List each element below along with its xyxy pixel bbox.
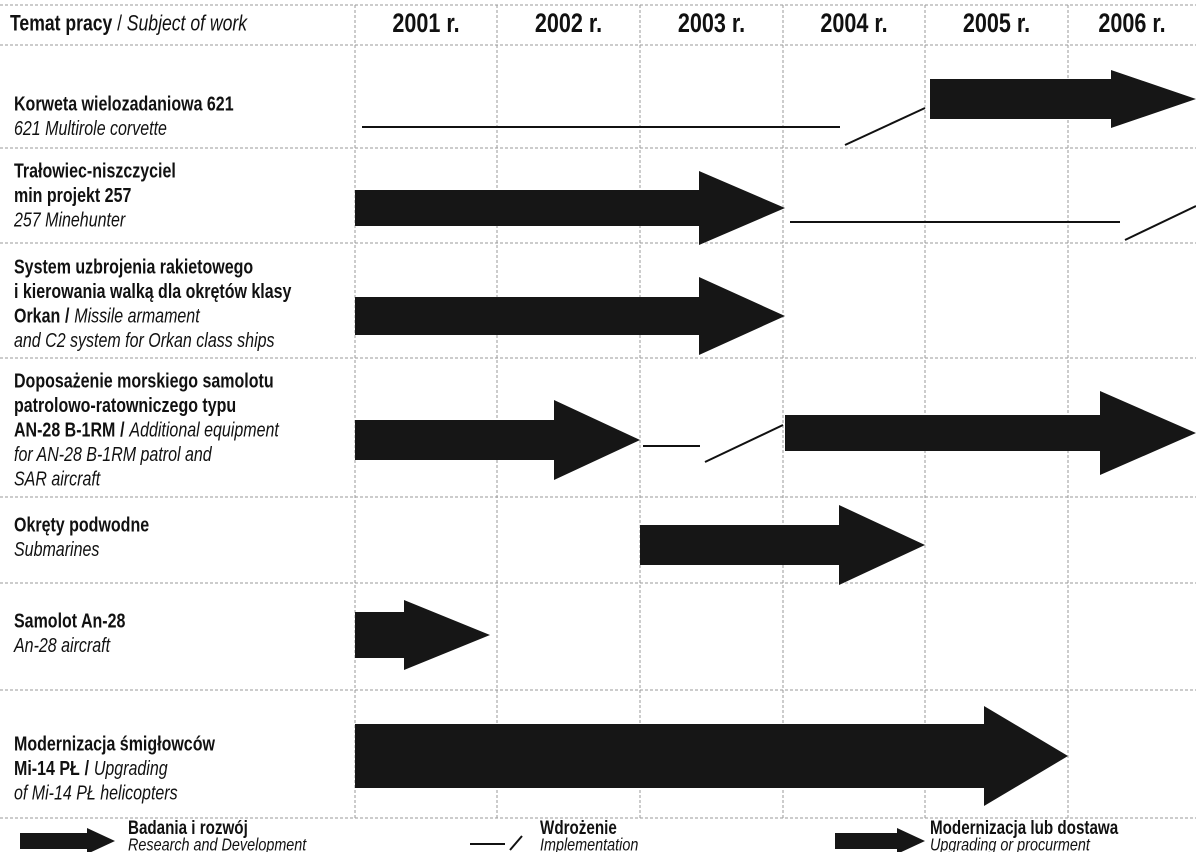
row-title-en: 621 Multirole corvette — [14, 117, 167, 139]
implementation-line — [704, 424, 784, 463]
year-label: 2005 r. — [963, 9, 1030, 39]
implementation-line — [1124, 205, 1196, 241]
row-title-line: of Mi-14 PŁ helicopters — [14, 782, 178, 804]
row-title-pl: i kierowania walką dla okrętów klasy — [14, 280, 291, 302]
row-title-line: Korweta wielozadaniowa 621 — [14, 93, 234, 115]
row-title-en: SAR aircraft — [14, 468, 101, 490]
row-title-line: Trałowiec-niszczyciel — [14, 160, 176, 182]
year: 2003 r. — [678, 9, 745, 39]
arrow — [355, 277, 785, 355]
row-title-line: Mi-14 PŁ / Upgrading — [14, 757, 168, 779]
row-title-en: Upgrading — [94, 757, 168, 779]
separator: / — [120, 419, 124, 441]
row-title-pl: patrolowo-ratowniczego typu — [14, 394, 236, 416]
row-title-line: System uzbrojenia rakietowego — [14, 256, 253, 278]
arrow — [930, 70, 1196, 128]
row-title-line: Samolot An-28 — [14, 610, 125, 632]
year: 2006 r. — [1098, 9, 1165, 39]
row-title-line: Okręty podwodne — [14, 514, 149, 536]
subject-pl: Temat pracy — [10, 12, 112, 36]
year: 2001 r. — [392, 9, 459, 39]
row-title-en: 257 Minehunter — [13, 209, 126, 231]
arrow — [355, 171, 785, 245]
year-label: 2001 r. — [392, 9, 459, 39]
legend-en: Implementation — [540, 835, 638, 852]
row-title-line: AN-28 B-1RM / Additional equipment — [14, 419, 280, 441]
separator: / — [65, 305, 69, 327]
arrow — [355, 706, 1068, 806]
row-title-line: Modernizacja śmigłowców — [14, 733, 216, 755]
row-title-line: 621 Multirole corvette — [14, 117, 167, 139]
row-label: Doposażenie morskiego samolotupatrolowo-… — [14, 370, 280, 490]
row-title-line: Orkan / Missile armament — [14, 305, 201, 327]
row-title-en: of Mi-14 PŁ helicopters — [14, 782, 178, 804]
row-title-pl: min projekt 257 — [14, 184, 131, 206]
year-label: 2003 r. — [678, 9, 745, 39]
row-title-pl: Samolot An-28 — [14, 610, 125, 632]
row-title-line: Submarines — [14, 538, 99, 560]
row-title-line: i kierowania walką dla okrętów klasy — [14, 280, 291, 302]
row-title-pl: Okręty podwodne — [14, 514, 149, 536]
row-title-line: min projekt 257 — [14, 184, 131, 206]
year-label: 2006 r. — [1098, 9, 1165, 39]
row-title-en: Submarines — [14, 538, 99, 560]
year-label: 2002 r. — [535, 9, 602, 39]
year: 2005 r. — [963, 9, 1030, 39]
row-title-en: for AN-28 B-1RM patrol and — [14, 443, 213, 465]
year-label: 2004 r. — [820, 9, 887, 39]
arrow — [20, 828, 115, 852]
arrow — [355, 600, 490, 670]
row-title-line: 257 Minehunter — [13, 209, 126, 231]
legend-en: Research and Development — [128, 835, 308, 852]
row-title-en: An-28 aircraft — [13, 634, 111, 656]
legend-en: Upgrading or procurment — [930, 835, 1091, 852]
header-subject-text: Temat pracy / Subject of work — [10, 12, 248, 36]
arrow — [355, 400, 640, 480]
year: 2004 r. — [820, 9, 887, 39]
implementation-line — [509, 835, 523, 851]
row-title-line: and C2 system for Orkan class ships — [14, 329, 275, 351]
row-title-line: Doposażenie morskiego samolotu — [14, 370, 274, 392]
row-title-pl: AN-28 B-1RM — [14, 419, 115, 441]
arrow — [640, 505, 925, 585]
legend-pl: Badania i rozwój — [128, 816, 248, 838]
arrow — [785, 391, 1196, 475]
row-title-pl: Mi-14 PŁ — [14, 757, 80, 779]
separator: / — [117, 12, 122, 36]
row-title-en: Missile armament — [74, 305, 200, 327]
subject-en: Subject of work — [127, 12, 248, 36]
row-title-line: patrolowo-ratowniczego typu — [14, 394, 236, 416]
row-title-pl: Trałowiec-niszczyciel — [14, 160, 176, 182]
header-subject: Temat pracy / Subject of work — [10, 12, 248, 36]
row-title-pl: Modernizacja śmigłowców — [14, 733, 216, 755]
year: 2002 r. — [535, 9, 602, 39]
separator: / — [85, 757, 89, 779]
row-title-pl: Korweta wielozadaniowa 621 — [14, 93, 234, 115]
legend-pl: Wdrożenie — [540, 816, 617, 838]
row-title-line: for AN-28 B-1RM patrol and — [14, 443, 213, 465]
row-title-line: An-28 aircraft — [13, 634, 111, 656]
row-title-en: Additional equipment — [129, 419, 280, 441]
legend-pl: Modernizacja lub dostawa — [930, 816, 1119, 838]
row-title-pl: Orkan — [14, 305, 60, 327]
arrow — [835, 828, 925, 852]
row-title-pl: System uzbrojenia rakietowego — [14, 256, 253, 278]
implementation-line — [844, 107, 926, 146]
row-title-line: SAR aircraft — [14, 468, 101, 490]
row-title-en: and C2 system for Orkan class ships — [14, 329, 275, 351]
row-title-pl: Doposażenie morskiego samolotu — [14, 370, 274, 392]
